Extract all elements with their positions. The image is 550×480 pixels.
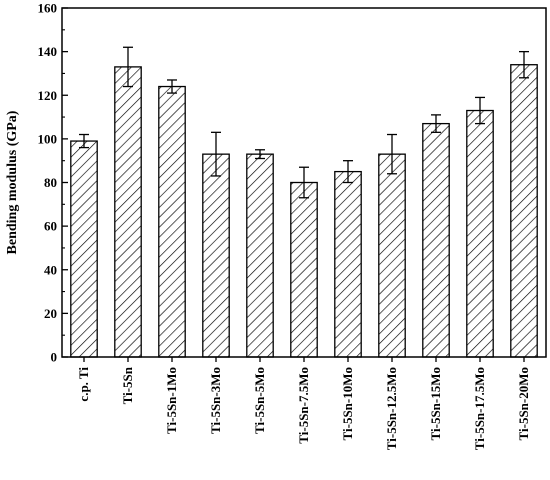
error-bar: [255, 149, 265, 160]
error-bar: [387, 133, 397, 175]
x-tick-label: c.p. Ti: [76, 367, 91, 402]
bar: [70, 140, 98, 358]
bar: [510, 64, 538, 358]
x-tick-label: Ti-5Sn-17.5Mo: [472, 367, 487, 450]
y-axis-label: Bending modulus (GPa): [5, 110, 20, 254]
y-tick-label: 140: [38, 44, 58, 59]
y-axis: 0 20 40 60 80 100 120 140 160: [38, 1, 68, 365]
x-tick-label: Ti-5Sn-3Mo: [208, 367, 223, 434]
bar: [378, 153, 406, 358]
bars-layer: [70, 64, 538, 358]
x-tick-label: Ti-5Sn-10Mo: [340, 367, 355, 440]
bar: [114, 66, 142, 358]
bar: [290, 181, 318, 358]
y-tick-label: 0: [51, 350, 58, 365]
bar: [246, 153, 274, 358]
x-tick-label: Ti-5Sn: [120, 366, 135, 404]
error-bar: [167, 79, 177, 94]
y-tick-label: 80: [44, 175, 57, 190]
error-bar: [123, 46, 133, 88]
bar: [334, 170, 362, 358]
bar: [466, 109, 494, 358]
bar: [158, 85, 186, 358]
y-tick-label: 20: [44, 306, 57, 321]
bar: [202, 153, 230, 358]
x-tick-label: Ti-5Sn-20Mo: [516, 367, 531, 440]
x-tick-label: Ti-5Sn-7.5Mo: [296, 367, 311, 444]
y-tick-label: 160: [38, 1, 58, 16]
x-tick-label: Ti-5Sn-5Mo: [252, 367, 267, 434]
y-tick-label: 100: [38, 131, 58, 146]
y-tick-label: 40: [44, 262, 57, 277]
error-bar: [79, 133, 89, 149]
x-tick-label: Ti-5Sn-15Mo: [428, 367, 443, 440]
error-bar: [519, 50, 529, 79]
error-bar: [475, 96, 485, 125]
x-axis: c.p. Ti Ti-5Sn Ti-5Sn-1Mo Ti-5Sn-3Mo Ti-5Sn-…: [76, 357, 531, 450]
error-bar: [343, 160, 353, 184]
error-bars-layer: [79, 46, 529, 199]
y-tick-label: 120: [38, 88, 58, 103]
y-tick-label: 60: [44, 219, 57, 234]
x-tick-label: Ti-5Sn-12.5Mo: [384, 367, 399, 450]
error-bar: [211, 131, 221, 177]
error-bar: [299, 166, 309, 199]
x-tick-label: Ti-5Sn-1Mo: [164, 367, 179, 434]
bar: [422, 122, 450, 358]
error-bar: [431, 114, 441, 133]
